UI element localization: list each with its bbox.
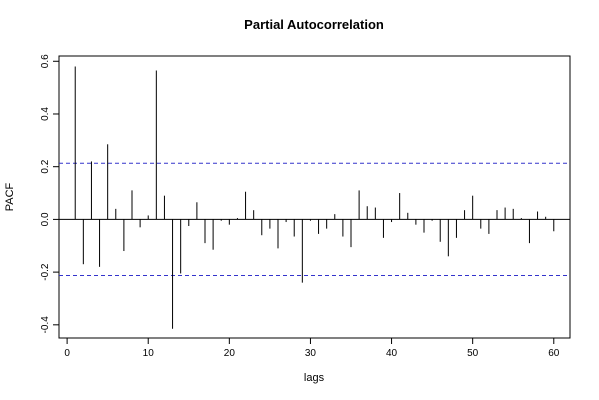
y-tick-label-0: -0.4 bbox=[40, 316, 51, 334]
plot-frame bbox=[58, 55, 571, 339]
y-tick-label-5: 0.6 bbox=[40, 54, 51, 68]
chart-title: Partial Autocorrelation bbox=[244, 17, 384, 32]
x-axis-label: lags bbox=[304, 372, 325, 384]
y-tick-label-4: 0.4 bbox=[40, 107, 51, 121]
y-tick-label-3: 0.2 bbox=[40, 159, 51, 173]
x-tick-label-30: 30 bbox=[305, 348, 317, 359]
x-tick-label-40: 40 bbox=[386, 348, 398, 359]
x-tick-label-0: 0 bbox=[64, 348, 70, 359]
y-tick-label-1: -0.2 bbox=[40, 263, 51, 281]
y-axis-label: PACF bbox=[4, 182, 16, 211]
x-tick-label-20: 20 bbox=[224, 348, 236, 359]
x-tick-label-10: 10 bbox=[143, 348, 155, 359]
y-tick-label-2: 0.0 bbox=[40, 212, 51, 226]
plot-marks: 0 10 20 30 40 50 60 -0.4 -0.2 0.0 0.2 0.4 0.6 bbox=[40, 54, 570, 359]
x-tick-label-60: 60 bbox=[548, 348, 560, 359]
x-tick-label-50: 50 bbox=[467, 348, 479, 359]
